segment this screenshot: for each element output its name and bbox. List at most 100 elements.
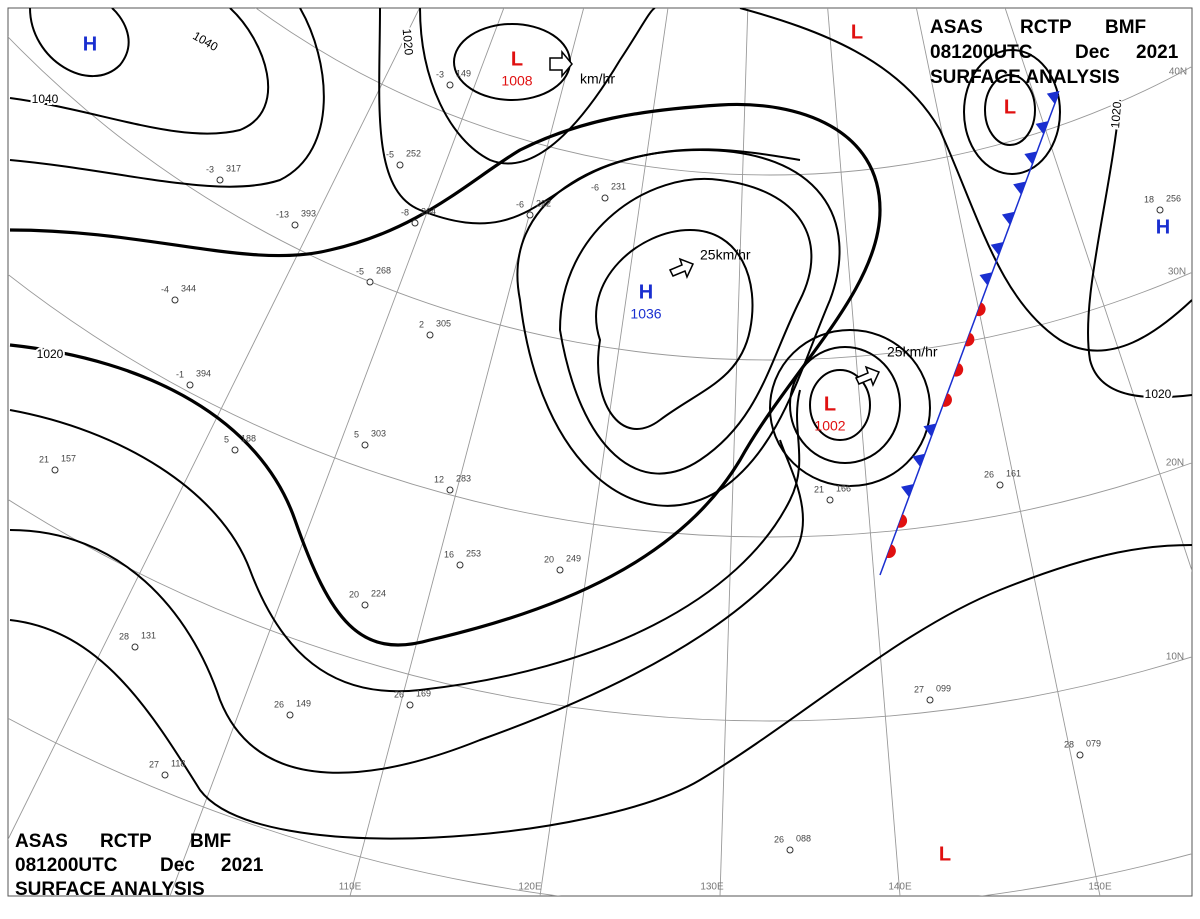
cold-front-triangle (923, 423, 937, 437)
warm-front-semicircle (964, 332, 975, 347)
code: BMF (190, 831, 231, 852)
station-circle (926, 696, 934, 704)
station-temperature: -13 (276, 209, 289, 219)
cold-front-triangle (1035, 121, 1049, 135)
station-temperature: -6 (591, 182, 599, 192)
latitude-line (8, 498, 1192, 722)
station-pressure: 252 (406, 148, 421, 158)
central-pressure: 1008 (501, 73, 532, 89)
station-circle (406, 701, 414, 709)
station-pressure: 118 (171, 758, 185, 768)
motion-label: 25km/hr (887, 344, 938, 360)
system-symbol: L (939, 843, 951, 865)
isobar (984, 74, 1036, 146)
isobar-label: 1020 (1108, 101, 1124, 129)
motion-arrow (549, 49, 573, 79)
station-circle (51, 466, 59, 474)
warm-front-semicircle (976, 302, 986, 317)
isobars (9, 8, 1192, 840)
central-pressure: 1002 (814, 418, 845, 434)
weather-front (879, 90, 1060, 576)
warm-front-semicircle (897, 514, 908, 528)
station-temperature: 26 (774, 834, 784, 844)
station-pressure: 253 (466, 548, 481, 558)
isobar (378, 8, 801, 225)
product: SURFACE ANALYSIS (930, 67, 1120, 88)
code: BMF (1105, 17, 1146, 38)
cold-front-triangle (979, 272, 993, 286)
longitude-line (539, 8, 669, 896)
station-temperature: 27 (914, 684, 924, 694)
longitude-line (719, 8, 749, 896)
isobar (29, 8, 130, 77)
longitude-label: 110E (339, 882, 362, 893)
station-circle (171, 296, 179, 304)
time: 081200UTC (15, 855, 118, 876)
station-pressure: 166 (836, 483, 851, 493)
station-temperature: -3 (436, 69, 444, 79)
station-circle (291, 221, 299, 229)
station-temperature: -5 (356, 266, 364, 276)
year: 2021 (221, 855, 264, 876)
longitude-label: 150E (1088, 882, 1112, 893)
station-temperature: 18 (1144, 194, 1154, 204)
station: RCTP (100, 831, 152, 852)
isobar (419, 8, 656, 165)
longitude-line (915, 8, 1101, 896)
agency: ASAS (15, 831, 68, 852)
isobar (789, 346, 901, 464)
central-pressure: 1036 (630, 306, 661, 322)
station-pressure: 149 (296, 698, 311, 708)
station-circle (556, 566, 564, 574)
station-circle (361, 441, 369, 449)
year: 2021 (1136, 42, 1179, 63)
station-circle (526, 211, 534, 219)
station-circle (446, 81, 454, 89)
station-temperature: 5 (354, 429, 359, 439)
system-symbol: L (851, 21, 863, 43)
longitude-label: 140E (888, 882, 912, 893)
isobar (9, 8, 325, 188)
cold-front-triangle (1013, 181, 1026, 195)
latitude-line (8, 273, 1192, 538)
station-temperature: 21 (39, 454, 49, 464)
station-circle (361, 601, 369, 609)
system-symbol: L (1004, 96, 1016, 118)
station-circle (231, 446, 239, 454)
station-pressure: 149 (456, 68, 471, 78)
isobar (9, 439, 804, 774)
isobar (809, 369, 871, 441)
station-circle (1076, 751, 1084, 759)
station-temperature: -5 (386, 149, 394, 159)
station-circle (396, 161, 404, 169)
latitude-label: 20N (1166, 458, 1184, 469)
isobar (9, 102, 882, 647)
station-temperature: 21 (814, 484, 824, 494)
motion-label: km/hr (580, 71, 615, 87)
station-pressure: 305 (436, 318, 451, 328)
station-circle (366, 278, 374, 286)
station-pressure: 283 (456, 473, 471, 483)
station-circle (426, 331, 434, 339)
station-temperature: 26 (394, 689, 404, 699)
station-pressure: 344 (181, 283, 196, 293)
longitude-label: 130E (700, 882, 724, 893)
station-temperature: 5 (224, 434, 229, 444)
station-temperature: 26 (984, 469, 994, 479)
longitude-line (827, 8, 901, 896)
month: Dec (160, 855, 195, 876)
agency: ASAS (930, 17, 983, 38)
station-temperature: 16 (444, 549, 454, 559)
cold-front-triangle (1024, 151, 1038, 165)
station-circle (216, 176, 224, 184)
isobar (558, 177, 813, 475)
station-temperature: 20 (349, 589, 359, 599)
isobar (9, 544, 1192, 840)
station-pressure: 079 (1086, 738, 1101, 748)
longitude-line (169, 8, 505, 896)
station-circle (186, 381, 194, 389)
warm-front-semicircle (953, 362, 964, 377)
station-pressure: 268 (376, 265, 391, 275)
